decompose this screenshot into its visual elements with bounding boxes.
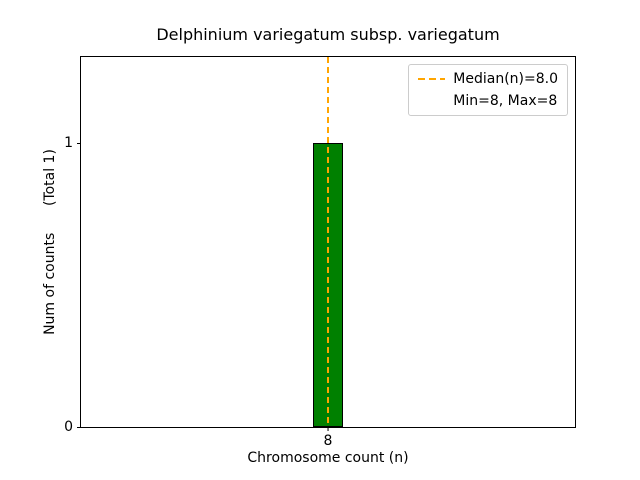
legend-label-minmax: Min=8, Max=8	[453, 93, 558, 109]
y-tick-label-1: 1	[64, 135, 73, 152]
y-axis-label: Num of counts (Total 1)	[42, 149, 58, 335]
legend-label-median: Median(n)=8.0	[453, 71, 558, 87]
plot-area: Median(n)=8.0 Min=8, Max=8 0 1 8	[64, 56, 576, 449]
y-tick-label-0: 0	[64, 419, 73, 435]
y-tick-0: 0	[64, 419, 81, 435]
empty-swatch	[418, 100, 445, 102]
chart-title: Delphinium variegatum subsp. variegatum	[156, 25, 500, 44]
x-tick-label-8: 8	[323, 433, 333, 449]
y-tick-mark	[77, 142, 81, 144]
x-axis-label: Chromosome count (n)	[247, 450, 409, 466]
y-tick-mark	[77, 426, 81, 428]
x-tick-mark	[327, 427, 329, 431]
legend-item-median: Median(n)=8.0	[418, 71, 558, 87]
y-tick-1: 1	[64, 135, 81, 151]
x-tick-8: 8	[323, 427, 333, 449]
legend-item-minmax: Min=8, Max=8	[418, 93, 558, 109]
median-line	[327, 57, 329, 427]
median-dashed-line-swatch	[418, 78, 446, 80]
legend: Median(n)=8.0 Min=8, Max=8	[408, 64, 568, 116]
